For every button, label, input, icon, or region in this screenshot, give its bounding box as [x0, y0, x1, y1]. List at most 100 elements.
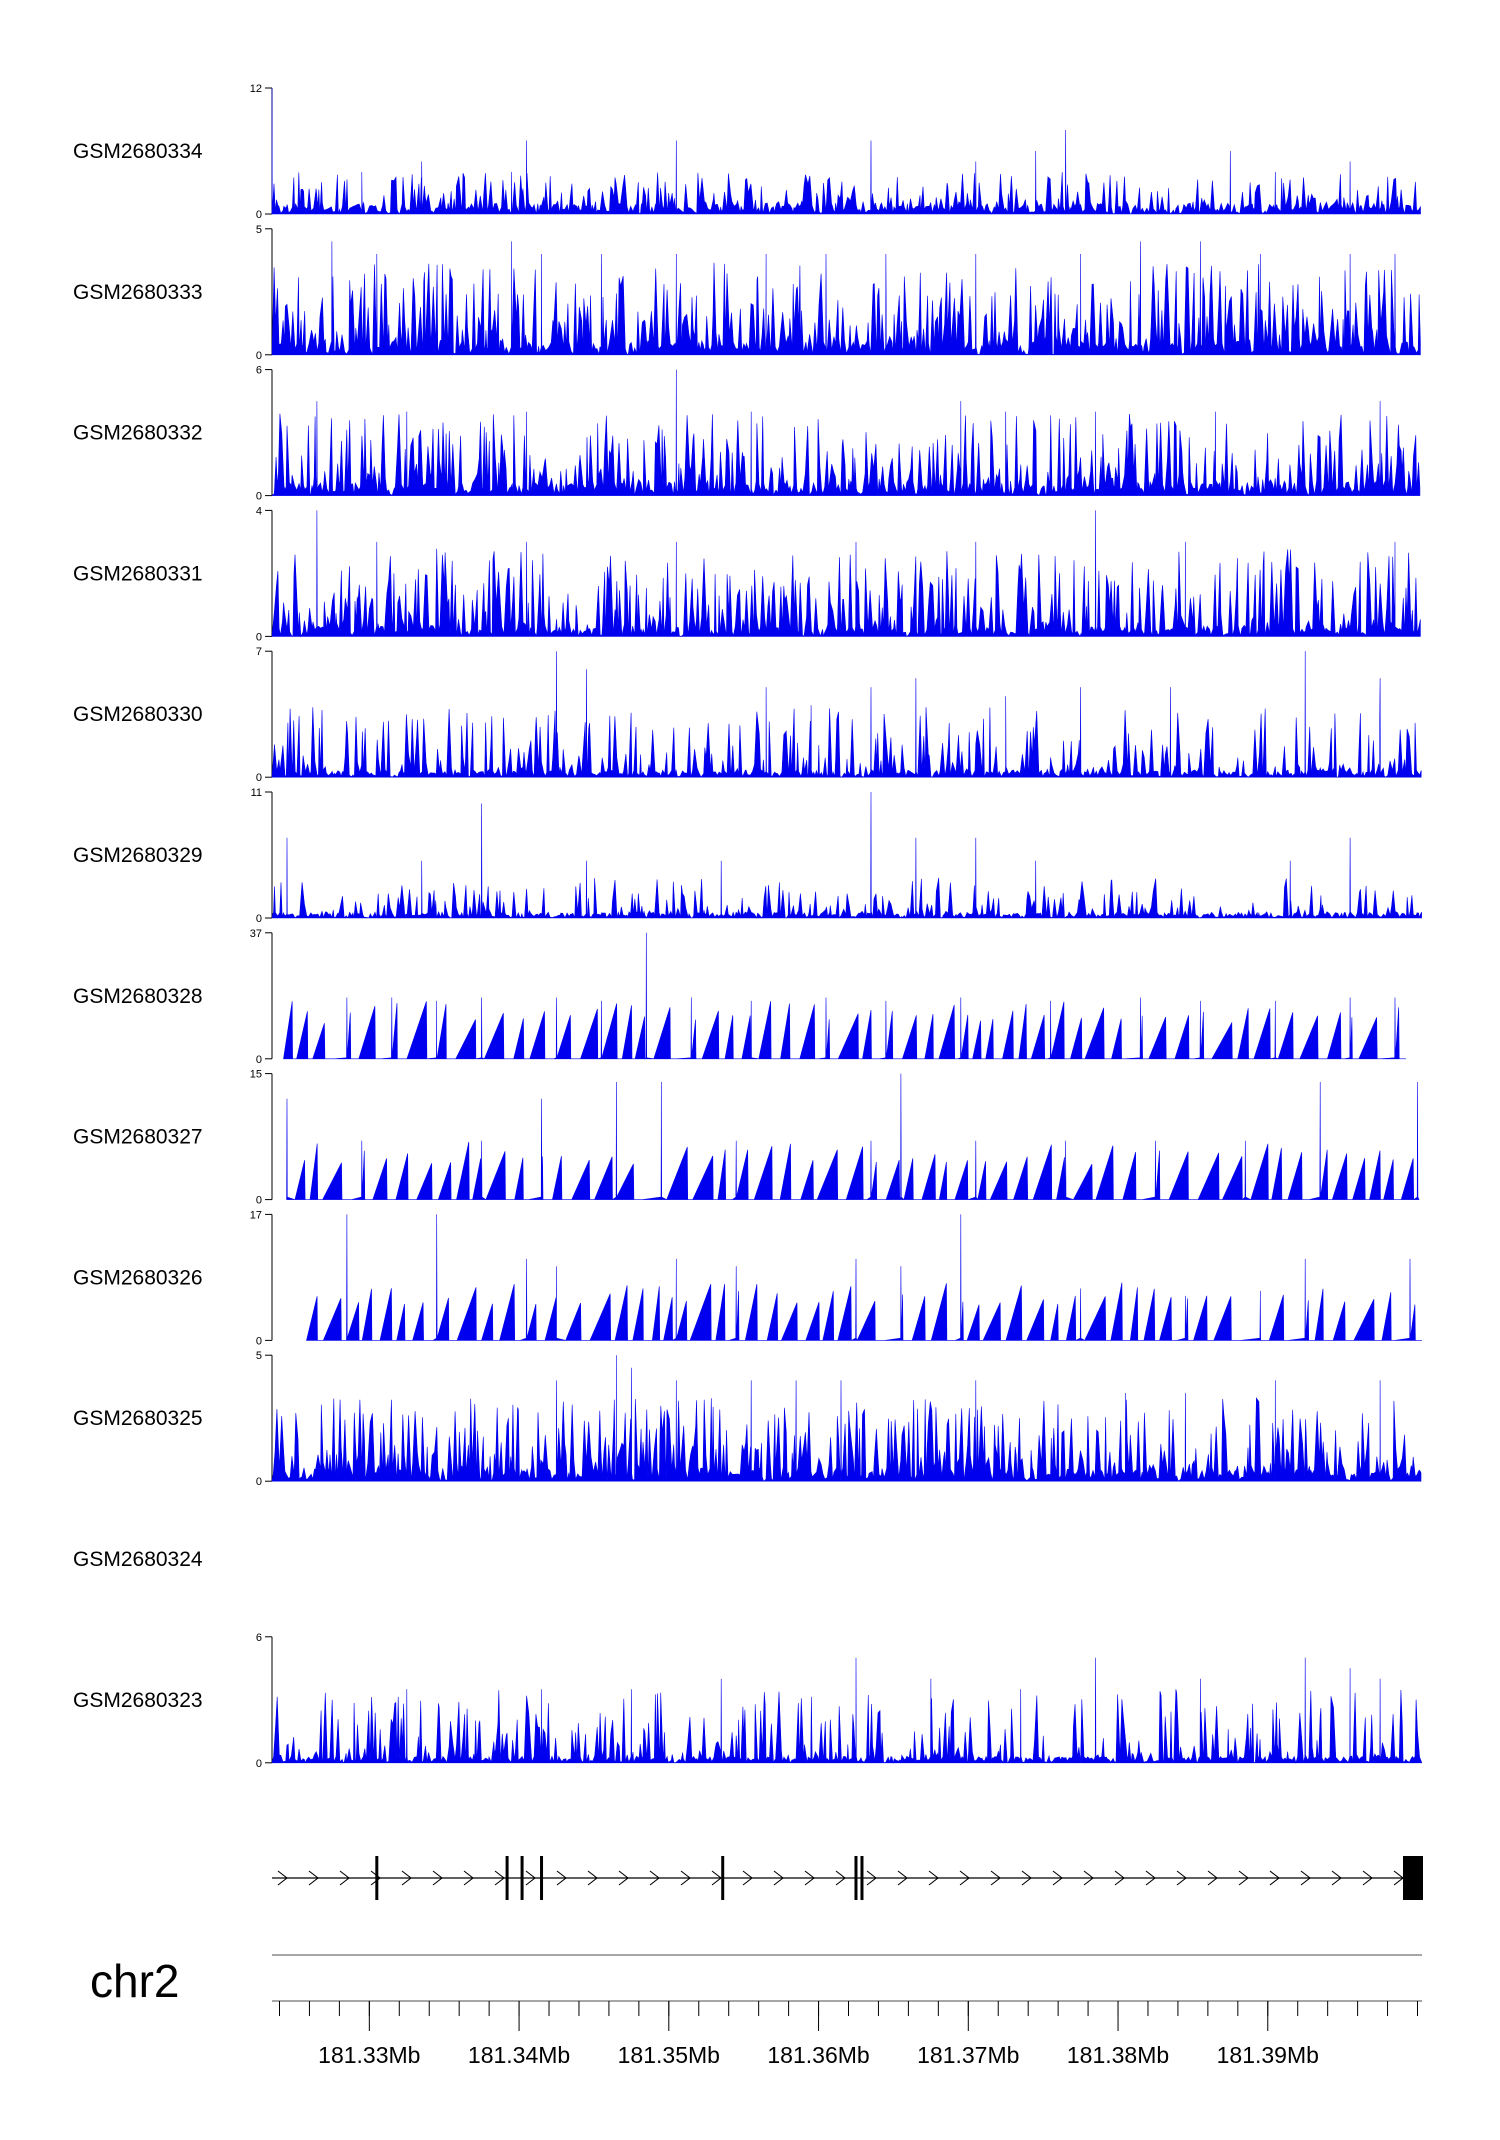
strand-arrow	[1207, 1870, 1218, 1886]
gene-exon	[520, 1856, 524, 1900]
track-GSM2680325: GSM2680325 5 0	[73, 1350, 1422, 1488]
track-GSM2680326: GSM2680326 17 0	[73, 1209, 1422, 1347]
y-tick-label: 0	[256, 1476, 262, 1488]
y-tick-label: 12	[250, 83, 262, 95]
strand-arrow	[804, 1870, 815, 1886]
x-tick-label: 181.36Mb	[767, 2042, 869, 2068]
signal-area	[306, 1214, 1422, 1342]
genome-axis: chr2 181.33Mb 181.34Mb 181.35Mb 181.36Mb 181…	[90, 1954, 1422, 2068]
strand-arrow	[928, 1870, 939, 1886]
strand-arrow	[1238, 1870, 1249, 1886]
y-tick-label: 0	[256, 913, 262, 925]
strand-arrow	[866, 1870, 877, 1886]
gene-exon	[505, 1856, 509, 1900]
track-GSM2680329: GSM2680329 11 0	[73, 787, 1422, 925]
strand-arrow	[587, 1870, 598, 1886]
strand-arrow	[1269, 1870, 1280, 1886]
y-tick-label: 0	[256, 1335, 262, 1347]
strand-arrow	[339, 1870, 350, 1886]
strand-arrow	[1052, 1870, 1063, 1886]
y-tick-label: 0	[256, 491, 262, 503]
track-label: GSM2680329	[73, 844, 203, 867]
strand-arrow	[1114, 1870, 1125, 1886]
strand-arrow	[1331, 1870, 1342, 1886]
strand-arrow	[494, 1870, 505, 1886]
x-tick-label: 181.35Mb	[618, 2042, 720, 2068]
strand-arrow	[1145, 1870, 1156, 1886]
y-tick-label: 5	[256, 1350, 262, 1362]
x-tick-label: 181.39Mb	[1217, 2042, 1319, 2068]
signal-tracks: GSM2680334120GSM268033350GSM268033260GSM…	[73, 83, 1422, 1770]
strand-arrow	[370, 1870, 381, 1886]
y-tick-label: 7	[256, 646, 262, 658]
track-GSM2680323: GSM2680323 6 0	[73, 1632, 1422, 1770]
y-tick-label: 17	[250, 1209, 262, 1221]
strand-arrow	[711, 1870, 722, 1886]
track-label: GSM2680326	[73, 1266, 203, 1289]
signal-area	[271, 369, 1421, 497]
strand-arrow	[401, 1870, 412, 1886]
strand-arrow	[1362, 1870, 1373, 1886]
strand-arrow	[308, 1870, 319, 1886]
track-GSM2680332: GSM2680332 6 0	[73, 365, 1421, 503]
gene-exon	[860, 1856, 864, 1900]
track-label: GSM2680334	[73, 140, 203, 163]
track-label: GSM2680324	[73, 1548, 203, 1571]
signal-area	[271, 1657, 1422, 1764]
y-tick-label: 11	[251, 787, 262, 799]
gene-model-track	[272, 1856, 1423, 1900]
x-tick-label: 181.34Mb	[468, 2042, 570, 2068]
track-GSM2680324: GSM2680324	[73, 1548, 203, 1571]
gene-exon	[1403, 1856, 1423, 1900]
chromosome-label: chr2	[90, 1955, 179, 2007]
strand-arrow	[835, 1870, 846, 1886]
signal-area	[283, 932, 1406, 1060]
strand-arrow	[959, 1870, 970, 1886]
strand-arrow	[277, 1870, 288, 1886]
x-tick-label: 181.38Mb	[1067, 2042, 1169, 2068]
signal-area	[271, 1355, 1422, 1482]
y-tick-label: 5	[256, 224, 262, 236]
strand-arrow	[680, 1870, 691, 1886]
signal-area	[271, 510, 1421, 638]
track-GSM2680328: GSM2680328 37 0	[73, 928, 1406, 1066]
gene-exon	[854, 1856, 858, 1900]
gene-exon	[540, 1856, 544, 1900]
strand-arrow	[463, 1870, 474, 1886]
strand-arrow	[742, 1870, 753, 1886]
signal-area	[271, 791, 1422, 919]
track-label: GSM2680323	[73, 1689, 203, 1712]
x-tick-label: 181.33Mb	[318, 2042, 420, 2068]
track-GSM2680334: GSM2680334 12 0	[73, 83, 1421, 221]
y-tick-label: 0	[256, 631, 262, 643]
strand-arrow	[556, 1870, 567, 1886]
track-label: GSM2680327	[73, 1126, 203, 1149]
signal-area	[271, 87, 1421, 215]
track-label: GSM2680330	[73, 703, 203, 726]
strand-arrow	[1176, 1870, 1187, 1886]
y-tick-label: 6	[256, 365, 262, 377]
strand-arrow	[1083, 1870, 1094, 1886]
signal-area	[271, 651, 1422, 778]
strand-arrow	[432, 1870, 443, 1886]
track-label: GSM2680332	[73, 422, 203, 445]
strand-arrow	[897, 1870, 908, 1886]
y-tick-label: 0	[256, 1054, 262, 1066]
track-GSM2680330: GSM2680330 7 0	[73, 646, 1422, 784]
strand-arrow	[525, 1870, 536, 1886]
y-tick-label: 0	[256, 209, 262, 221]
y-tick-label: 0	[256, 772, 262, 784]
strand-arrow	[990, 1870, 1001, 1886]
strand-arrow	[1021, 1870, 1032, 1886]
y-tick-label: 0	[256, 350, 262, 362]
strand-arrow	[773, 1870, 784, 1886]
strand-arrow	[649, 1870, 660, 1886]
track-label: GSM2680333	[73, 281, 203, 304]
track-GSM2680333: GSM2680333 5 0	[73, 224, 1421, 362]
strand-arrow	[618, 1870, 629, 1886]
y-tick-label: 0	[256, 1195, 262, 1207]
y-tick-label: 6	[256, 1632, 262, 1644]
y-tick-label: 0	[256, 1758, 262, 1770]
track-label: GSM2680331	[73, 562, 203, 585]
